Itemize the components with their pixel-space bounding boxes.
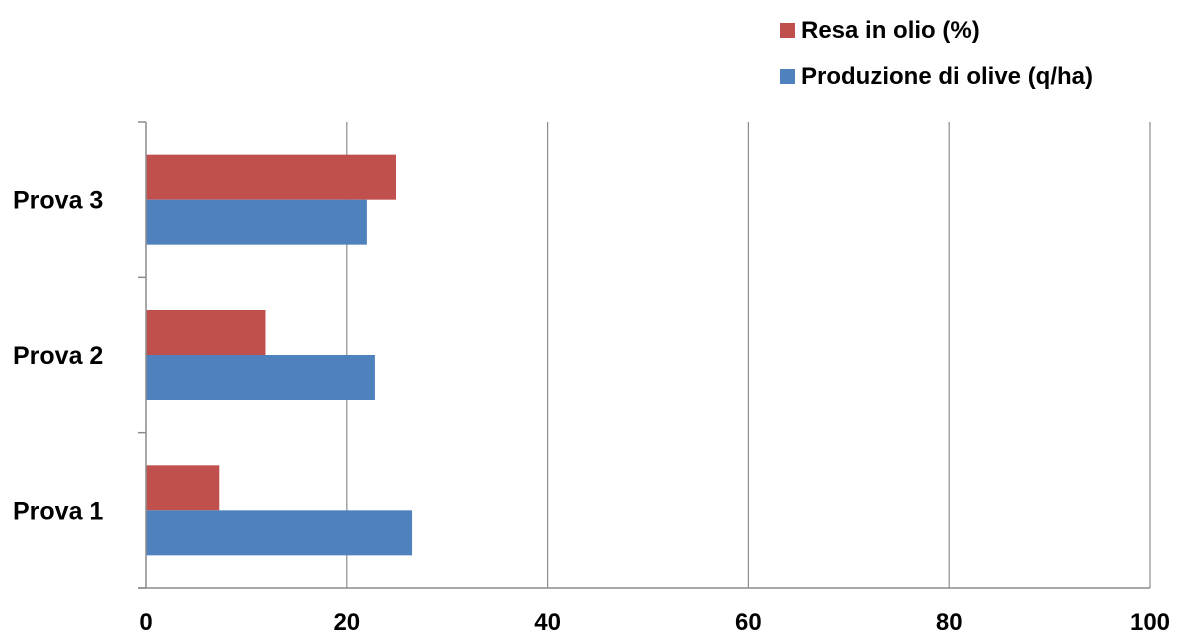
category-label: Prova 3: [13, 187, 103, 215]
category-labels: Prova 1 Prova 2 Prova 3: [13, 187, 103, 526]
x-tick-label: 60: [735, 609, 762, 634]
bar-produzione-3: [146, 199, 367, 245]
category-label: Prova 1: [13, 497, 103, 525]
x-tick-label: 80: [936, 609, 963, 634]
x-tick-label: 40: [534, 609, 561, 634]
axes: [138, 121, 1150, 589]
category-label: Prova 2: [13, 342, 103, 370]
bar-produzione-1: [146, 510, 413, 556]
x-tick-label: 0: [139, 609, 152, 634]
bar-produzione-2: [146, 355, 375, 400]
x-tick-labels: 0 20 40 60 80 100: [139, 609, 1170, 634]
legend: Resa in olio (%) Produzione di olive (q/h…: [780, 17, 1093, 90]
legend-label: Resa in olio (%): [801, 17, 980, 44]
legend-swatch: [780, 69, 795, 84]
bars: [146, 154, 413, 556]
bar-resa-2: [146, 310, 266, 355]
gridlines: [346, 122, 1151, 588]
x-tick-label: 100: [1130, 609, 1170, 634]
bar-resa-1: [146, 465, 220, 511]
x-tick-label: 20: [333, 609, 360, 634]
legend-label: Produzione di olive (q/ha): [801, 63, 1093, 90]
legend-swatch: [780, 23, 795, 38]
bar-resa-3: [146, 154, 396, 200]
